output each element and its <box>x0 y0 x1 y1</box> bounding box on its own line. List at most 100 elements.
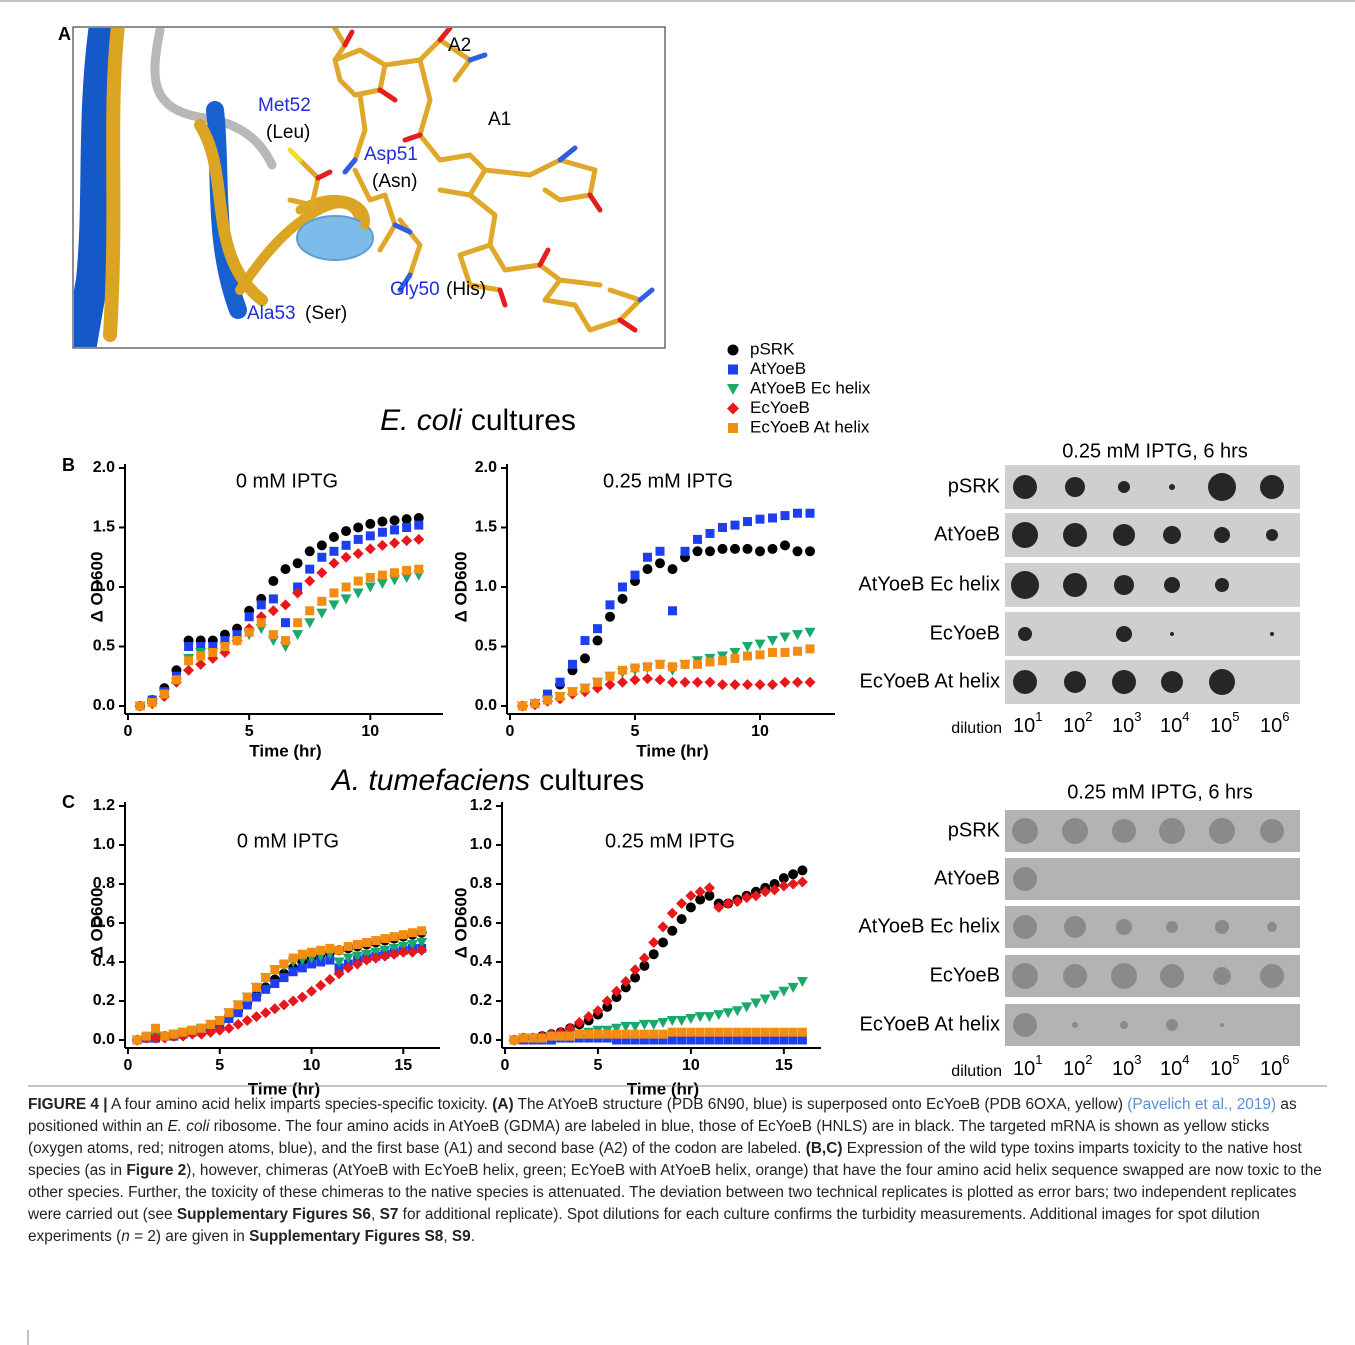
point <box>169 1029 179 1039</box>
point <box>768 513 777 523</box>
point <box>730 520 740 530</box>
spot <box>1063 964 1087 988</box>
point <box>667 1027 677 1037</box>
spot <box>1013 1013 1037 1037</box>
point <box>658 1029 668 1039</box>
point <box>287 995 299 1007</box>
caption: FIGURE 4 | A four amino acid helix impar… <box>28 1094 1328 1248</box>
dilution: 101 <box>1013 709 1042 737</box>
point <box>718 656 727 666</box>
x-axis-label: Time (hr) <box>249 741 321 760</box>
point <box>796 876 808 888</box>
y-tick-label: 0.6 <box>93 914 115 931</box>
dilution-label: dilution <box>951 1063 1002 1080</box>
point <box>685 890 697 902</box>
spot <box>1072 1022 1078 1028</box>
point <box>704 1027 714 1037</box>
point <box>686 1035 696 1045</box>
point <box>676 898 688 909</box>
structure-label: (His) <box>446 279 486 300</box>
spot <box>1270 632 1274 636</box>
point <box>793 646 802 656</box>
point <box>649 1035 659 1045</box>
caption-run[interactable]: (Pavelich et al., 2019) <box>1127 1096 1277 1113</box>
point <box>305 606 315 616</box>
spot <box>1064 916 1086 938</box>
panel-letter: C <box>62 792 75 812</box>
point <box>617 593 628 604</box>
point <box>657 921 669 933</box>
point <box>574 1029 584 1039</box>
x-tick-label: 10 <box>751 723 769 740</box>
point <box>317 552 327 562</box>
point <box>214 1024 226 1036</box>
y-tick-label: 1.2 <box>470 797 492 814</box>
caption-run: FIGURE 4 | <box>28 1096 108 1113</box>
dilution: 103 <box>1112 709 1141 737</box>
point <box>187 1025 197 1035</box>
spot <box>1114 575 1134 595</box>
y-axis-label: Δ OD600 <box>451 552 470 623</box>
point <box>232 630 242 640</box>
point <box>268 594 278 604</box>
spot-row-label: pSRK <box>948 819 1001 841</box>
structure-label: (Leu) <box>266 122 310 143</box>
spot <box>1166 1019 1178 1031</box>
point <box>281 636 290 646</box>
point <box>340 551 352 563</box>
point <box>694 1012 706 1023</box>
point <box>183 664 195 676</box>
spot <box>1013 915 1037 939</box>
point <box>361 954 373 966</box>
point <box>261 973 271 983</box>
dilution-base: 10 <box>1260 715 1282 737</box>
point <box>797 1027 807 1037</box>
point <box>316 540 327 551</box>
spot-row-label: EcYoeB At helix <box>860 670 1000 692</box>
point <box>292 587 304 599</box>
point <box>667 925 678 936</box>
point <box>713 1010 725 1021</box>
x-tick-label: 0 <box>501 1057 510 1074</box>
caption-run: ), however, chimeras (AtYoeB with EcYoeB… <box>28 1162 1322 1223</box>
point <box>555 677 565 687</box>
point <box>242 992 252 1002</box>
point <box>704 890 715 901</box>
x-axis-label: Time (hr) <box>627 1079 699 1098</box>
point <box>306 985 318 997</box>
point <box>792 676 803 688</box>
point <box>208 647 218 657</box>
point <box>341 526 352 537</box>
caption-run: E. coli <box>167 1118 210 1135</box>
dilution: 102 <box>1063 1052 1092 1080</box>
dilution-exponent: 1 <box>1035 1052 1042 1067</box>
point <box>666 1016 678 1026</box>
point <box>353 522 364 533</box>
point <box>755 650 765 660</box>
caption-run: A four amino acid helix imparts species-… <box>107 1096 493 1113</box>
point <box>602 1001 613 1012</box>
legend-marker <box>727 384 739 395</box>
dilution-base: 10 <box>1013 1058 1035 1080</box>
point <box>742 642 753 652</box>
dilution-exponent: 4 <box>1182 709 1189 724</box>
point <box>742 1027 752 1037</box>
spot <box>1111 963 1137 989</box>
point <box>352 939 362 949</box>
spot-row-label: pSRK <box>948 475 1001 497</box>
point <box>643 662 652 672</box>
point <box>767 679 778 691</box>
structure-label: Ala53 <box>247 303 296 324</box>
structure-label: Asp51 <box>364 144 418 165</box>
point <box>389 932 399 942</box>
y-axis-label: Δ OD600 <box>87 888 106 959</box>
point <box>519 1033 529 1043</box>
point <box>580 653 590 664</box>
point <box>629 1021 641 1032</box>
point <box>722 898 734 909</box>
point <box>769 990 781 1001</box>
point <box>206 1019 216 1029</box>
point <box>722 1008 734 1019</box>
dilution-exponent: 5 <box>1232 1052 1239 1067</box>
spot <box>1209 818 1235 844</box>
